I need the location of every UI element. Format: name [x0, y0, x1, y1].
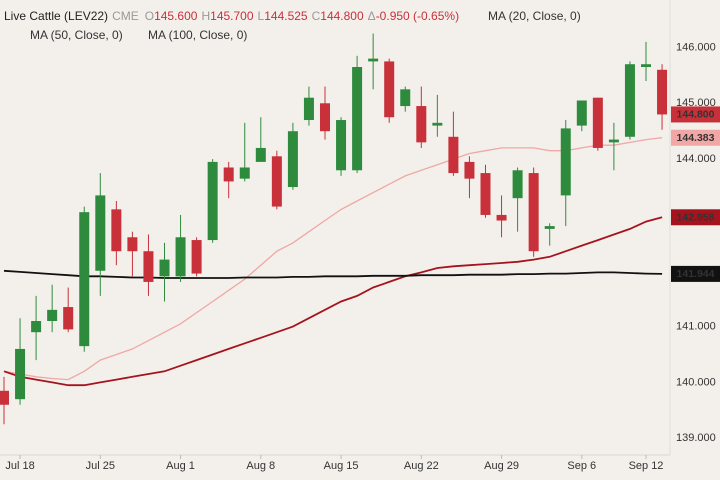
- candle-body: [496, 214, 507, 221]
- candle-body: [47, 309, 58, 322]
- candle-body: [63, 307, 74, 330]
- candle-body: [31, 321, 42, 333]
- candle-body: [368, 58, 379, 62]
- ma-line: [3, 269, 663, 279]
- candle-body: [175, 237, 186, 277]
- candle-body: [143, 251, 154, 282]
- last-price-tag: 144.800: [677, 109, 715, 121]
- close-value: 144.800: [320, 9, 364, 23]
- candle-body: [303, 97, 314, 121]
- candle-body: [528, 173, 539, 252]
- y-tick-label: 141.000: [676, 321, 716, 333]
- ma-price-tag-box: [671, 265, 720, 282]
- legend-header: Live Cattle (LEV22) CME O145.600 H145.700 L1…: [4, 9, 459, 23]
- high-value: 145.700: [210, 9, 254, 23]
- x-tick-label: Aug 1: [166, 460, 195, 472]
- last-price-tag-box: [671, 106, 720, 123]
- x-tick-label: Aug 8: [246, 460, 275, 472]
- candle-body: [239, 167, 250, 179]
- candle-body: [95, 195, 106, 271]
- change-label: Δ: [368, 9, 376, 23]
- candle-body: [480, 173, 491, 215]
- y-tick-label: 145.000: [676, 97, 716, 109]
- close-label: C: [312, 9, 321, 23]
- y-tick-label: 140.000: [676, 376, 716, 388]
- symbol: Live Cattle (LEV22): [4, 9, 108, 23]
- x-tick-label: Jul 18: [5, 460, 34, 472]
- open-label: O: [145, 9, 154, 23]
- candle-body: [320, 103, 330, 132]
- change-value: -0.950 (-0.65%): [376, 9, 459, 23]
- candle-body: [159, 259, 170, 277]
- low-label: L: [258, 9, 265, 23]
- candle-body: [512, 170, 523, 199]
- candle-body: [641, 64, 651, 67]
- candle-body: [576, 100, 587, 126]
- candle-body: [432, 122, 443, 126]
- candle-body: [624, 64, 635, 137]
- x-tick-label: Jul 25: [86, 460, 115, 472]
- candle-body: [287, 131, 298, 188]
- open-value: 145.600: [154, 9, 198, 23]
- x-tick-label: Sep 12: [629, 460, 664, 472]
- candle-body: [384, 61, 395, 118]
- candle-body: [223, 167, 234, 182]
- x-tick-label: Aug 15: [324, 460, 359, 472]
- candle-body: [15, 348, 26, 400]
- y-tick-label: 139.000: [676, 432, 716, 444]
- candle-body: [271, 156, 282, 207]
- y-tick-label: 146.000: [676, 41, 716, 53]
- high-label: H: [201, 9, 210, 23]
- candle-body: [111, 209, 122, 252]
- plot: [0, 33, 668, 425]
- candle-body: [207, 161, 218, 241]
- ma-price-tag: 144.383: [677, 132, 715, 144]
- ma-price-tag-box: [671, 209, 720, 226]
- ma-line: [3, 137, 663, 381]
- candle-body: [255, 147, 266, 162]
- candle-body: [657, 69, 668, 115]
- x-tick-label: Aug 22: [404, 460, 439, 472]
- candle-body: [448, 136, 459, 174]
- candle-body: [127, 237, 138, 252]
- candle-body: [400, 89, 411, 107]
- ma-line: [3, 216, 663, 387]
- candle-body: [592, 97, 603, 148]
- low-value: 144.525: [264, 9, 308, 23]
- x-tick-label: Aug 29: [484, 460, 519, 472]
- candle-body: [560, 128, 571, 196]
- x-tick-label: Sep 6: [567, 460, 596, 472]
- candle-body: [464, 161, 475, 179]
- ma-price-tag-box: [671, 129, 720, 146]
- candle-body: [544, 226, 555, 229]
- ma-price-tag: 141.944: [677, 268, 715, 280]
- legend-entry: MA (20, Close, 0): [488, 9, 581, 23]
- candle-body: [191, 240, 202, 274]
- candle-body: [0, 390, 9, 405]
- candle-body: [608, 139, 619, 143]
- exchange: CME: [112, 9, 139, 23]
- ma-price-tag: 142.958: [677, 212, 715, 224]
- legend-entry: MA (100, Close, 0): [148, 28, 247, 42]
- legend-entry: MA (50, Close, 0): [30, 28, 123, 42]
- candle-body: [79, 212, 90, 347]
- candle-body: [336, 120, 347, 171]
- candle-body: [352, 66, 363, 171]
- candle-body: [416, 106, 427, 143]
- y-tick-label: 144.000: [676, 153, 716, 165]
